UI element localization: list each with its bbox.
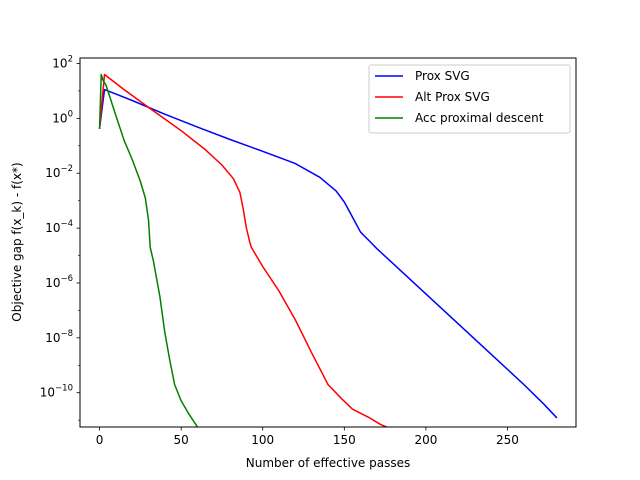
x-tick-label: 0 (96, 433, 104, 447)
y-tick-label: 10−2 (45, 164, 73, 180)
y-axis-label: Objective gap f(x_k) - f(x*) (10, 162, 24, 321)
series-layer (98, 73, 558, 427)
series-line-2 (98, 73, 199, 427)
y-axis: 102 100 10−2 10−4 10−6 10−8 10−10 (40, 54, 80, 421)
plot-frame (79, 57, 577, 428)
series-line-1 (98, 73, 389, 427)
legend: Prox SVG Alt Prox SVG Acc proximal descent (368, 64, 571, 134)
y-tick-label: 10−6 (45, 274, 73, 290)
y-tick-label: 100 (52, 109, 73, 125)
series-line-0 (98, 88, 558, 419)
x-axis-label: Number of effective passes (246, 456, 410, 470)
y-tick-label: 10−10 (40, 384, 73, 400)
legend-label-1: Alt Prox SVG (415, 90, 490, 104)
x-axis: 0 50 100 150 200 250 (96, 427, 519, 447)
y-tick-label: 10−4 (45, 219, 73, 235)
legend-label-2: Acc proximal descent (415, 111, 544, 125)
y-tick-label: 102 (52, 54, 73, 70)
x-tick-label: 200 (414, 433, 437, 447)
x-tick-label: 250 (496, 433, 519, 447)
y-tick-label: 10−8 (45, 329, 73, 345)
legend-box (368, 64, 571, 134)
legend-entries: Prox SVG Alt Prox SVG Acc proximal descent (375, 69, 544, 125)
legend-label-0: Prox SVG (415, 69, 470, 83)
x-tick-label: 150 (333, 433, 356, 447)
x-tick-label: 100 (251, 433, 274, 447)
x-tick-label: 50 (174, 433, 189, 447)
